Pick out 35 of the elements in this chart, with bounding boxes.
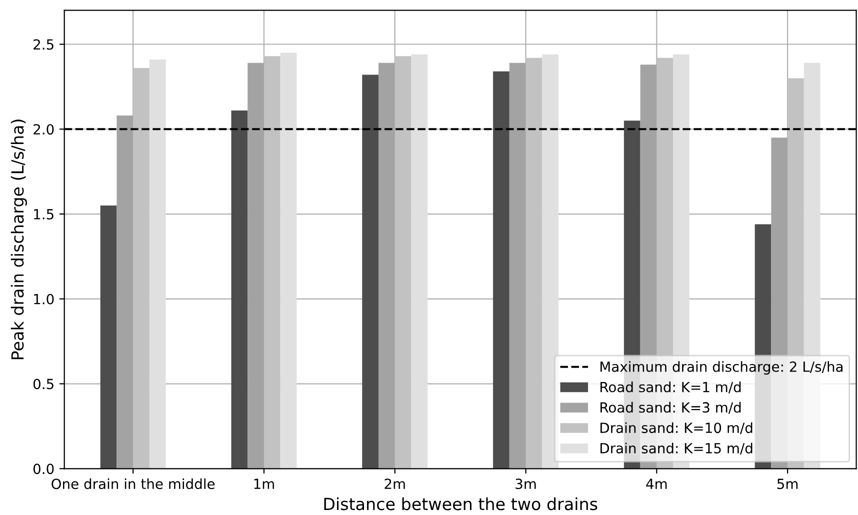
legend-label: Drain sand: K=10 m/d xyxy=(600,422,752,434)
bar xyxy=(280,52,297,469)
y-tick-label: 1.0 xyxy=(34,294,54,304)
y-tick-label: 1.5 xyxy=(34,209,54,220)
x-tick-label: 5m xyxy=(777,478,798,490)
bar xyxy=(362,74,379,469)
bar xyxy=(231,110,248,469)
y-tick-label: 2.5 xyxy=(34,39,54,50)
y-tick-label: 0.0 xyxy=(33,464,54,474)
bar xyxy=(509,62,526,469)
bar xyxy=(133,68,150,469)
legend-label: Drain sand: K=15 m/d xyxy=(600,442,752,455)
legend-label: Road sand: K=3 m/d xyxy=(600,402,741,414)
bar xyxy=(264,56,280,469)
y-tick-label: 0.5 xyxy=(33,378,54,390)
bar xyxy=(378,62,395,469)
x-tick-label: 3m xyxy=(516,478,536,490)
bar xyxy=(526,58,542,469)
legend-label: Road sand: K=1 m/d xyxy=(600,382,741,394)
bar xyxy=(248,62,264,469)
x-tick-label: 1m xyxy=(254,478,274,489)
bar xyxy=(149,60,166,469)
y-tick-label: 2.0 xyxy=(34,124,54,135)
bar xyxy=(394,56,412,469)
bar xyxy=(411,54,428,469)
y-axis-title: Peak drain discharge (L/s/ha) xyxy=(10,120,27,360)
legend-label: Maximum drain discharge: 2 L/s/ha xyxy=(600,361,843,375)
x-tick-label: 2m xyxy=(384,478,405,489)
bar xyxy=(100,206,117,469)
x-axis-title: Distance between the two drains xyxy=(324,497,598,510)
bar xyxy=(493,71,510,469)
bar xyxy=(116,116,134,469)
x-tick-label: 4m xyxy=(646,478,667,489)
x-tick-label: One drain in the middle xyxy=(52,478,215,490)
bar xyxy=(542,54,558,469)
